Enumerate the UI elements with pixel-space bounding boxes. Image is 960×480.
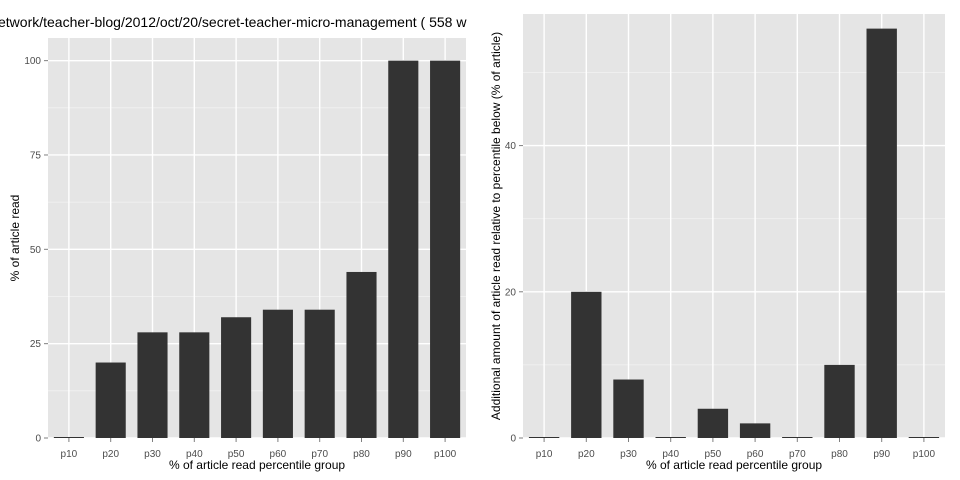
bar-p100	[908, 437, 940, 438]
bar-p40	[179, 332, 210, 438]
bar-p20	[95, 362, 126, 438]
y-tick-label: 75	[30, 150, 42, 161]
bar-p80	[824, 364, 855, 438]
x-tick-label: p10	[536, 449, 553, 460]
x-tick-label: p70	[311, 449, 328, 460]
y-tick-label: 25	[30, 339, 42, 350]
bar-p90	[866, 28, 897, 438]
bar-p30	[613, 379, 644, 438]
bar-p50	[697, 408, 729, 438]
y-axis-label: % of article read	[8, 195, 22, 282]
bar-p50	[221, 317, 252, 438]
x-tick-label: p70	[789, 449, 806, 460]
bar-p10	[528, 437, 560, 438]
x-tick-label: p30	[144, 449, 161, 460]
x-tick-label: p100	[434, 449, 457, 460]
bar-p30	[137, 332, 168, 438]
y-tick-label: 50	[30, 245, 42, 256]
x-tick-label: p50	[705, 449, 722, 460]
x-tick-label: p100	[913, 449, 936, 460]
bar-p70	[304, 309, 335, 438]
y-tick-label: 0	[510, 434, 516, 445]
bar-p100	[430, 60, 461, 438]
y-tick-label: 40	[505, 141, 517, 152]
x-tick-label: p60	[270, 449, 287, 460]
chart-title: etwork/teacher-blog/2012/oct/20/secret-t…	[0, 14, 467, 30]
y-tick-label: 0	[35, 434, 41, 445]
x-tick-label: p90	[873, 449, 890, 460]
bar-p70	[782, 437, 813, 438]
bar-p60	[739, 423, 771, 438]
bar-p60	[262, 309, 293, 438]
bar-p90	[388, 60, 419, 438]
x-tick-label: p20	[578, 449, 595, 460]
x-tick-label: p80	[831, 449, 848, 460]
x-axis-label: % of article read percentile group	[646, 458, 822, 472]
x-tick-label: p10	[61, 449, 78, 460]
y-tick-label: 20	[505, 287, 517, 298]
x-tick-label: p50	[228, 449, 245, 460]
chart-right: 0 20 40 p10 p20 p30 p40 p50 p60 p70 p80 p90 p100 % of…	[489, 14, 945, 472]
x-tick-label: p30	[620, 449, 637, 460]
bar-p40	[655, 437, 686, 438]
y-axis-label: Additional amount of article read relati…	[489, 32, 503, 420]
y-tick-label: 100	[24, 56, 41, 67]
chart-left: 0 25 50 75 100 p10 p20 p30 p40 p50 p60 p70 p80 p90 p10…	[8, 38, 466, 472]
x-tick-label: p80	[353, 449, 370, 460]
x-axis-label: % of article read percentile group	[169, 458, 345, 472]
bar-p10	[53, 437, 84, 438]
bar-p20	[571, 291, 602, 438]
x-tick-label: p40	[186, 449, 203, 460]
x-tick-label: p90	[395, 449, 412, 460]
bar-p80	[346, 271, 377, 438]
x-tick-label: p60	[747, 449, 764, 460]
x-tick-label: p20	[102, 449, 119, 460]
x-tick-label: p40	[662, 449, 679, 460]
